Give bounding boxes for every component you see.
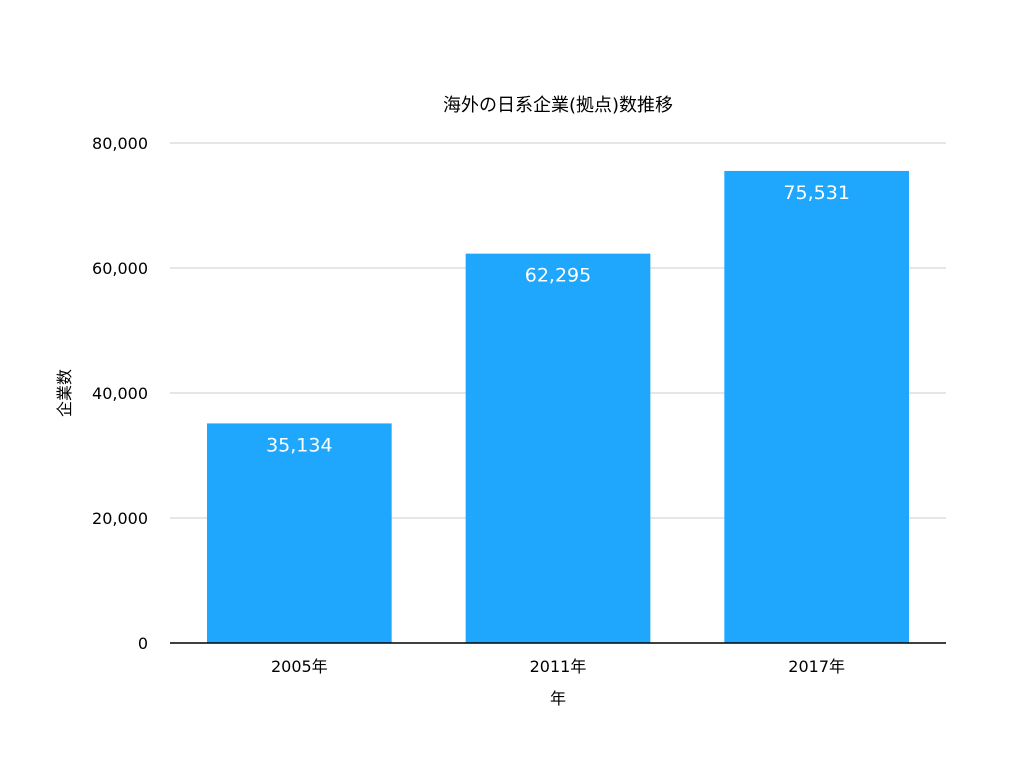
bar [724, 170, 910, 643]
y-tick-label: 40,000 [92, 384, 148, 403]
y-axis-tick-labels: 0 20,000 40,000 60,000 80,000 [92, 134, 148, 653]
bar-data-labels: 35,134 62,295 75,531 [266, 182, 850, 456]
y-tick-label: 60,000 [92, 259, 148, 278]
x-axis-tick-labels: 2005年 2011年 2017年 [271, 657, 845, 676]
bar-value-label: 35,134 [266, 434, 332, 456]
y-tick-label: 80,000 [92, 134, 148, 153]
x-axis-title: 年 [550, 689, 566, 708]
bar [465, 253, 651, 643]
bars [206, 170, 910, 643]
bar-value-label: 75,531 [783, 182, 849, 204]
chart-title: 海外の日系企業(拠点)数推移 [443, 95, 673, 116]
bar [206, 423, 392, 643]
x-tick-label: 2011年 [530, 657, 587, 676]
x-tick-label: 2017年 [788, 657, 845, 676]
bar-value-label: 62,295 [525, 265, 591, 287]
y-tick-label: 20,000 [92, 509, 148, 528]
y-axis-title: 企業数 [55, 369, 74, 417]
x-tick-label: 2005年 [271, 657, 328, 676]
y-tick-label: 0 [138, 634, 148, 653]
